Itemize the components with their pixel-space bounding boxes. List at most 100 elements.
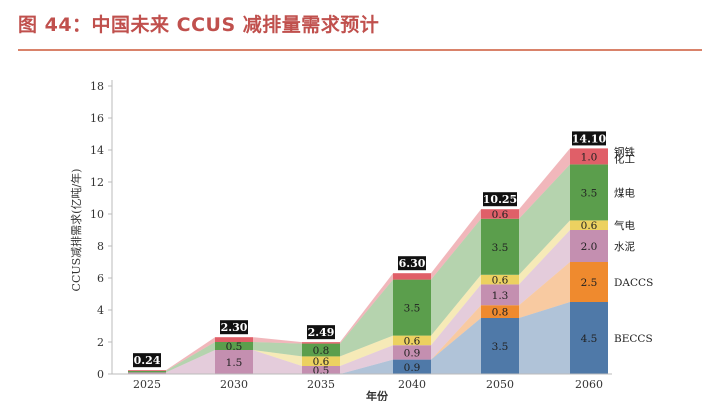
bar-segment [302, 356, 340, 366]
y-tick-label: 8 [97, 240, 104, 253]
flow-area-6-1 [166, 337, 215, 371]
segment-value-label: 1.0 [581, 151, 598, 163]
y-tick-label: 14 [90, 144, 104, 157]
total-value-label: 2.49 [308, 326, 335, 339]
flow-area-6-3 [340, 273, 393, 344]
y-tick-label: 10 [90, 208, 104, 221]
segment-value-label: 1.5 [226, 357, 243, 369]
y-axis-title: CCUS减排需求(亿吨/年) [69, 169, 83, 292]
segment-value-label: 3.5 [404, 303, 421, 315]
bar-segment [481, 209, 519, 219]
segment-value-label: 3.5 [581, 187, 598, 199]
total-badge [483, 192, 517, 207]
bar-segment [481, 218, 519, 275]
figure-header: 图 44：中国未来 CCUS 减排量需求预计 [18, 10, 379, 40]
legend-label: 水泥 [614, 240, 635, 253]
x-tick-label: 2030 [220, 378, 248, 391]
segment-value-label: 0.6 [404, 335, 421, 347]
flow-area-5-5 [519, 164, 570, 275]
flow-area-3-2 [253, 350, 302, 374]
flow-area-1-3 [340, 359, 393, 374]
bar-segment [481, 274, 519, 285]
segment-value-label: 3.5 [492, 242, 509, 254]
bar-segment [215, 350, 253, 374]
segment-value-label: 0.9 [404, 347, 421, 359]
x-tick-label: 2025 [133, 378, 161, 391]
legend-label: 钢铁 [614, 145, 635, 158]
flow-area-1-5 [519, 302, 570, 374]
segment-value-label: 0.6 [492, 275, 509, 287]
legend-label: 化工 [614, 152, 635, 165]
x-tick-label: 2060 [575, 378, 603, 391]
bar-segment [302, 342, 340, 344]
legend-label: 气电 [614, 219, 635, 232]
flow-area-6-2 [253, 337, 302, 344]
flow-area-4-2 [253, 350, 302, 366]
y-tick-label: 12 [90, 176, 104, 189]
figure-title: 图 44：中国未来 CCUS 减排量需求预计 [18, 14, 380, 36]
flow-area-3-1 [166, 350, 215, 374]
flow-area-1-4 [431, 318, 481, 374]
flow-area-3-4 [431, 284, 481, 360]
legend-label: DACCS [614, 277, 653, 289]
flow-area-3-5 [519, 230, 570, 306]
segment-value-label: 3.5 [492, 341, 509, 353]
flow-area-5-1 [166, 342, 215, 373]
bar-segment [481, 284, 519, 306]
y-tick-label: 4 [97, 304, 104, 317]
bar-segment [570, 164, 608, 221]
flow-area-5-3 [340, 279, 393, 357]
bar-segment [481, 318, 519, 374]
x-tick-label: 2035 [307, 378, 335, 391]
segment-value-label: 0.8 [313, 345, 330, 357]
bar-segment [215, 342, 253, 350]
total-badge [572, 131, 606, 146]
bar-segment [393, 279, 431, 336]
flow-area-2-4 [431, 305, 481, 360]
total-badge [220, 320, 248, 335]
total-value-label: 14.10 [572, 132, 607, 145]
total-value-label: 0.24 [134, 354, 161, 367]
bar-segment [570, 220, 608, 230]
y-tick-label: 18 [90, 80, 104, 93]
total-badge [398, 256, 426, 271]
x-tick-label: 2050 [486, 378, 514, 391]
segment-value-label: 1.3 [492, 290, 509, 302]
total-badge [307, 325, 335, 340]
segment-value-label: 2.0 [581, 241, 598, 253]
total-value-label: 2.30 [221, 321, 248, 334]
total-value-label: 10.25 [483, 193, 517, 206]
bar-segment [570, 148, 608, 165]
title-divider [18, 49, 702, 51]
flow-area-6-5 [519, 148, 570, 219]
y-tick-label: 0 [97, 368, 104, 381]
bar-segment [128, 370, 166, 373]
segment-value-label: 2.5 [581, 277, 598, 289]
bar-segment [302, 343, 340, 357]
flow-area-4-4 [431, 274, 481, 346]
bar-segment [393, 345, 431, 360]
flow-area-4-5 [519, 220, 570, 285]
bar-segment [393, 335, 431, 346]
legend-label: 煤电 [614, 186, 635, 199]
bar-segment [393, 273, 431, 280]
bar-segment [215, 337, 253, 342]
segment-value-label: 0.6 [313, 356, 330, 368]
segment-value-label: 0.6 [492, 209, 509, 221]
bar-segment [570, 302, 608, 374]
segment-value-label: 0.9 [404, 362, 421, 374]
bar-segment [302, 366, 340, 374]
x-axis-title: 年份 [366, 389, 389, 401]
segment-value-label: 0.6 [581, 220, 598, 232]
y-tick-label: 6 [97, 272, 104, 285]
flow-area-5-4 [431, 218, 481, 336]
flow-area-3-3 [340, 345, 393, 374]
bar-segment [128, 372, 166, 374]
bar-segment [570, 230, 608, 262]
y-tick-label: 2 [97, 336, 104, 349]
segment-value-label: 0.8 [492, 307, 509, 319]
total-value-label: 6.30 [399, 257, 426, 270]
bar-segment [481, 305, 519, 318]
segment-value-label: 0.5 [226, 341, 243, 353]
